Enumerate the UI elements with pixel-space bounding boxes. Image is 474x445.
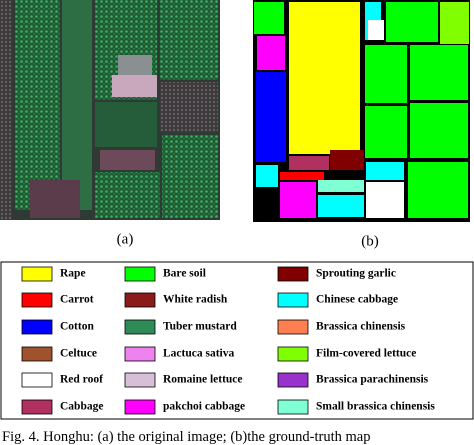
ground-truth-map — [253, 0, 470, 222]
legend-frame — [0, 261, 474, 420]
legend-swatch — [277, 399, 309, 415]
legend-swatch — [124, 346, 156, 362]
original-image — [0, 0, 220, 220]
legend-swatch — [21, 399, 53, 415]
legend-label: Sprouting garlic — [316, 268, 396, 280]
panel-label: (b) — [361, 233, 379, 249]
legend-label: Tuber mustard — [163, 321, 237, 333]
legend-swatch — [277, 372, 309, 388]
legend-label: Cabbage — [60, 401, 103, 413]
legend-swatch — [277, 319, 309, 335]
legend-swatch — [124, 319, 156, 335]
legend-swatch — [21, 319, 53, 335]
legend-swatch — [21, 372, 53, 388]
legend-label: Rape — [60, 268, 86, 280]
legend-label: Romaine lettuce — [163, 374, 243, 386]
legend-label: pakchoi cabbage — [163, 401, 245, 413]
legend-label: Bare soil — [163, 268, 206, 280]
legend-label: Brassica parachinensis — [316, 374, 429, 386]
legend-swatch — [277, 266, 309, 282]
legend-label: Small brassica chinensis — [316, 401, 435, 413]
legend-label: Film-covered lettuce — [316, 348, 416, 360]
legend-swatch — [277, 292, 309, 308]
legend-swatch — [21, 266, 53, 282]
legend-swatch — [124, 399, 156, 415]
caption: Fig. 4. Honghu: (a) the original image; … — [2, 429, 370, 445]
legend-swatch — [277, 346, 309, 362]
legend-label: White radish — [163, 294, 228, 306]
panel-label: (a) — [117, 231, 134, 247]
legend-swatch — [124, 266, 156, 282]
legend-label: Red roof — [60, 374, 103, 386]
legend-swatch — [124, 292, 156, 308]
legend-label: Carrot — [60, 294, 94, 306]
legend-swatch — [21, 292, 53, 308]
legend-swatch — [21, 346, 53, 362]
legend: Rape Carrot Cotton Celtuce Red roof Cabbage Ba… — [21, 266, 435, 415]
legend-label: Celtuce — [60, 348, 97, 360]
legend-label: Brassica chinensis — [316, 321, 406, 333]
legend-label: Cotton — [60, 321, 94, 333]
legend-label: Lactuca sativa — [163, 348, 234, 360]
legend-label: Chinese cabbage — [316, 294, 398, 306]
legend-swatch — [124, 372, 156, 388]
